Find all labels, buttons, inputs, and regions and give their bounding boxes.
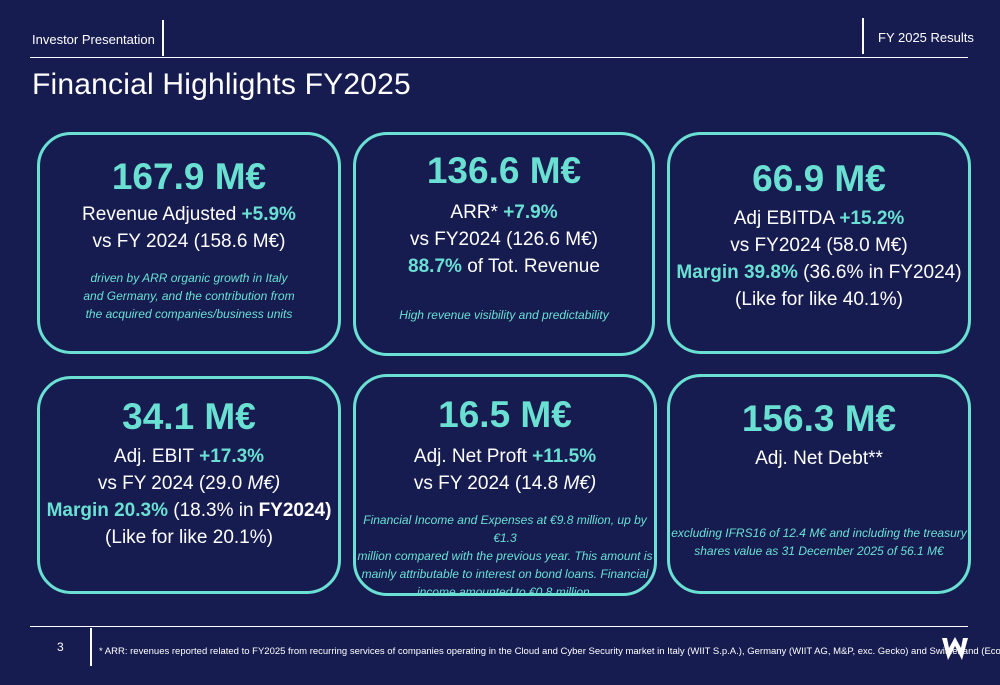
ebitda-value: 66.9 M€ xyxy=(752,158,886,199)
arr-card: 136.6 M€ ARR* +7.9% vs FY2024 (126.6 M€)… xyxy=(353,132,655,356)
revenue-compare: vs FY 2024 (158.6 M€) xyxy=(92,231,286,252)
arr-growth: +7.9% xyxy=(503,202,558,223)
page-title: Financial Highlights FY2025 xyxy=(32,68,411,101)
w-logo-icon xyxy=(942,637,968,660)
arr-share-label: of Tot. Revenue xyxy=(467,256,600,277)
ebitda-growth: +15.2% xyxy=(839,208,905,229)
net-profit-note-line: mainly attributable to interest on bond … xyxy=(361,567,649,581)
net-profit-note-line: income amounted to €0.8 million. xyxy=(416,585,594,599)
results-label: FY 2025 Results xyxy=(878,30,974,45)
net-profit-growth: +11.5% xyxy=(532,446,597,467)
header-divider xyxy=(162,20,164,56)
ebit-margin-prev: (18.3% in xyxy=(173,500,254,521)
arr-label: ARR* xyxy=(450,202,498,223)
net-profit-compare-unit: M€) xyxy=(563,473,597,494)
arr-note: High revenue visibility and predictabili… xyxy=(399,308,609,322)
revenue-value: 167.9 M€ xyxy=(111,156,267,197)
ebit-growth: +17.3% xyxy=(199,446,265,467)
revenue-note: driven by ARR organic growth in Italy an… xyxy=(40,269,338,323)
footer-divider xyxy=(90,628,92,666)
ebit-value: 34.1 M€ xyxy=(122,396,256,437)
net-profit-label: Adj. Net Proft xyxy=(413,446,527,467)
ebit-compare-unit: M€) xyxy=(247,473,281,494)
net-profit-compare-line: vs FY 2024 (14.8 M€) xyxy=(356,470,654,497)
net-debt-note-line: excluding IFRS16 of 12.4 M€ and includin… xyxy=(671,526,967,540)
net-debt-value: 156.3 M€ xyxy=(741,398,897,439)
ebit-margin: Margin 20.3% xyxy=(46,500,168,521)
arr-label-line: ARR* +7.9% xyxy=(356,199,652,226)
net-profit-note-line: Financial Income and Expenses at €9.8 mi… xyxy=(363,513,647,545)
revenue-note-line: and Germany, and the contribution from xyxy=(83,289,295,303)
ebitda-card: 66.9 M€ Adj EBITDA +15.2% vs FY2024 (58.… xyxy=(667,132,971,354)
header-rule xyxy=(30,57,968,58)
net-profit-value: 16.5 M€ xyxy=(438,394,572,435)
net-profit-card: 16.5 M€ Adj. Net Proft +11.5% vs FY 2024… xyxy=(353,374,657,599)
net-profit-compare: vs FY 2024 (14.8 xyxy=(413,473,559,494)
ebitda-compare: vs FY2024 (58.0 M€) xyxy=(730,235,908,256)
ebitda-margin: Margin 39.8% xyxy=(676,262,798,283)
ebit-margin-line: Margin 20.3% (18.3% in FY2024) xyxy=(40,497,338,524)
net-profit-note-line: million compared with the previous year.… xyxy=(357,549,653,563)
presentation-label: Investor Presentation xyxy=(32,32,155,47)
ebitda-label: Adj EBITDA xyxy=(733,208,835,229)
net-profit-note: Financial Income and Expenses at €9.8 mi… xyxy=(356,511,654,601)
ebitda-lfl: (Like for like 40.1%) xyxy=(735,289,903,310)
ebitda-margin-prev: (36.6% in FY2024) xyxy=(803,262,962,283)
arr-share: 88.7% xyxy=(408,256,462,277)
ebit-compare: vs FY 2024 (29.0 xyxy=(97,473,243,494)
revenue-growth: +5.9% xyxy=(241,204,296,225)
ebit-compare-line: vs FY 2024 (29.0 M€) xyxy=(40,470,338,497)
revenue-label: Revenue Adjusted xyxy=(82,204,237,225)
net-debt-note: excluding IFRS16 of 12.4 M€ and includin… xyxy=(670,524,968,560)
footer-rule xyxy=(30,626,968,627)
ebit-lfl: (Like for like 20.1%) xyxy=(105,527,273,548)
ebit-margin-year: FY2024) xyxy=(258,500,332,521)
net-debt-card: 156.3 M€ Adj. Net Debt** excluding IFRS1… xyxy=(667,374,971,594)
arr-compare: vs FY2024 (126.6 M€) xyxy=(410,229,598,250)
page-number: 3 xyxy=(57,640,64,654)
arr-value: 136.6 M€ xyxy=(426,150,582,191)
net-debt-note-line: shares value as 31 December 2025 of 56.1… xyxy=(694,544,944,558)
net-profit-label-line: Adj. Net Proft +11.5% xyxy=(356,443,654,470)
ebit-label-line: Adj. EBIT +17.3% xyxy=(40,443,338,470)
revenue-card: 167.9 M€ Revenue Adjusted +5.9% vs FY 20… xyxy=(37,132,341,354)
revenue-note-line: driven by ARR organic growth in Italy xyxy=(90,271,288,285)
footnote: * ARR: revenues reported related to FY20… xyxy=(99,646,1000,657)
ebitda-label-line: Adj EBITDA +15.2% xyxy=(670,205,968,232)
header-divider xyxy=(862,18,864,54)
ebit-card: 34.1 M€ Adj. EBIT +17.3% vs FY 2024 (29.… xyxy=(37,376,341,594)
ebitda-margin-line: Margin 39.8% (36.6% in FY2024) xyxy=(670,259,968,286)
ebit-label: Adj. EBIT xyxy=(113,446,194,467)
revenue-note-line: the acquired companies/business units xyxy=(85,307,293,321)
arr-share-line: 88.7% of Tot. Revenue xyxy=(356,253,652,280)
revenue-label-line: Revenue Adjusted +5.9% xyxy=(40,201,338,228)
net-debt-label: Adj. Net Debt** xyxy=(755,448,883,469)
